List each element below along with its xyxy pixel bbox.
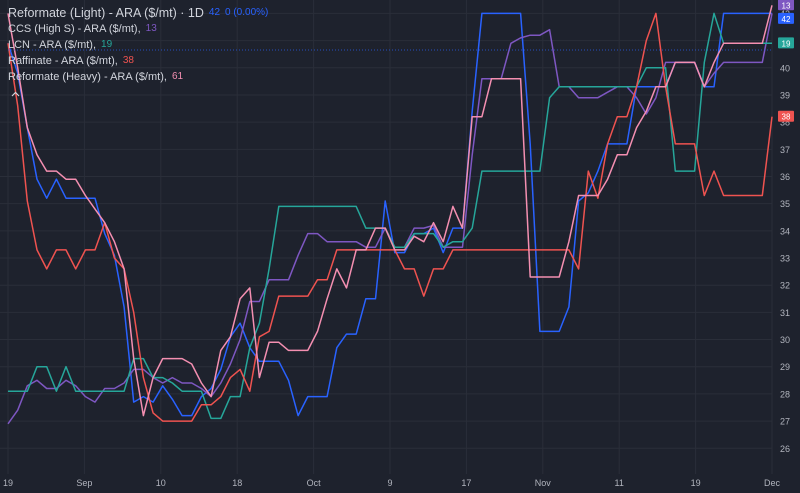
x-tick-label: 11 (615, 478, 624, 488)
legend-main-title: Reformate (Light) - ARA ($/mt) · 1D (8, 6, 204, 20)
legend-main-change: 0 (0.00%) (225, 7, 269, 18)
y-tick-label: 29 (780, 362, 790, 372)
legend-item-lcn[interactable]: LCN - ARA ($/mt), 19 (8, 37, 268, 53)
y-tick-label: 27 (780, 417, 790, 427)
y-tick-label: 32 (780, 281, 790, 291)
legend-item-value: 19 (101, 39, 113, 50)
price-scale-labels: 6113421938 (778, 0, 794, 122)
price-tag-label: 13 (782, 1, 791, 10)
price-tag-label: 42 (782, 15, 791, 24)
y-tick-label: 26 (780, 444, 790, 454)
x-tick-label: Oct (307, 478, 322, 488)
chevron-up-icon[interactable] (8, 87, 22, 101)
y-tick-label: 40 (780, 63, 790, 73)
legend-item-label: LCN - ARA ($/mt), (8, 39, 97, 51)
y-tick-label: 30 (780, 335, 790, 345)
time-axis[interactable]: 19 Sep 10 18 Oct 9 17 Nov 11 19 Dec (3, 478, 781, 488)
legend-item-value: 38 (122, 55, 134, 66)
series-line[interactable] (7, 5, 773, 417)
y-tick-label: 37 (780, 145, 790, 155)
x-tick-label: Sep (76, 478, 92, 488)
legend-item-raffinate[interactable]: Raffinate - ARA ($/mt), 38 (8, 53, 268, 69)
price-tag (778, 110, 794, 122)
x-tick-label: 19 (691, 478, 701, 488)
legend-item-label: Reformate (Heavy) - ARA ($/mt), (8, 71, 167, 83)
price-tag (778, 12, 794, 24)
y-tick-label: 33 (780, 254, 790, 264)
y-tick-label: 34 (780, 226, 790, 236)
x-tick-label: 10 (156, 478, 166, 488)
price-axis[interactable]: 2627282930313233343536373839404142 (780, 9, 790, 454)
x-tick-label: Nov (535, 478, 552, 488)
legend-main[interactable]: Reformate (Light) - ARA ($/mt) · 1D 42 0… (8, 5, 268, 21)
series-line[interactable] (7, 12, 772, 417)
y-tick-label: 28 (780, 389, 790, 399)
y-tick-label: 36 (780, 172, 790, 182)
legend-item-value: 61 (171, 71, 184, 82)
legend-item-value: 13 (145, 23, 157, 34)
legend-item-label: Raffinate - ARA ($/mt), (8, 55, 118, 67)
price-tag (778, 0, 794, 11)
x-tick-label: 18 (232, 478, 242, 488)
chart-legend: Reformate (Light) - ARA ($/mt) · 1D 42 0… (8, 5, 268, 101)
legend-item-reformate-heavy[interactable]: Reformate (Heavy) - ARA ($/mt), 61 (8, 69, 268, 85)
price-tag (778, 37, 794, 49)
series-line[interactable] (7, 12, 773, 422)
price-tag-label: 38 (782, 113, 791, 122)
legend-item-ccs[interactable]: CCS (High S) - ARA ($/mt), 13 (8, 21, 268, 37)
x-tick-label: 9 (387, 478, 392, 488)
x-tick-label: 17 (461, 478, 471, 488)
y-tick-label: 39 (780, 90, 790, 100)
legend-item-label: CCS (High S) - ARA ($/mt), (8, 23, 141, 35)
y-tick-label: 38 (780, 118, 790, 128)
legend-main-value: 42 (208, 7, 221, 18)
y-tick-label: 35 (780, 199, 790, 209)
x-tick-label: Dec (764, 478, 781, 488)
series-lines (7, 5, 773, 425)
price-tag-label: 19 (782, 39, 791, 48)
x-tick-label: 19 (3, 478, 13, 488)
y-tick-label: 31 (780, 308, 790, 318)
